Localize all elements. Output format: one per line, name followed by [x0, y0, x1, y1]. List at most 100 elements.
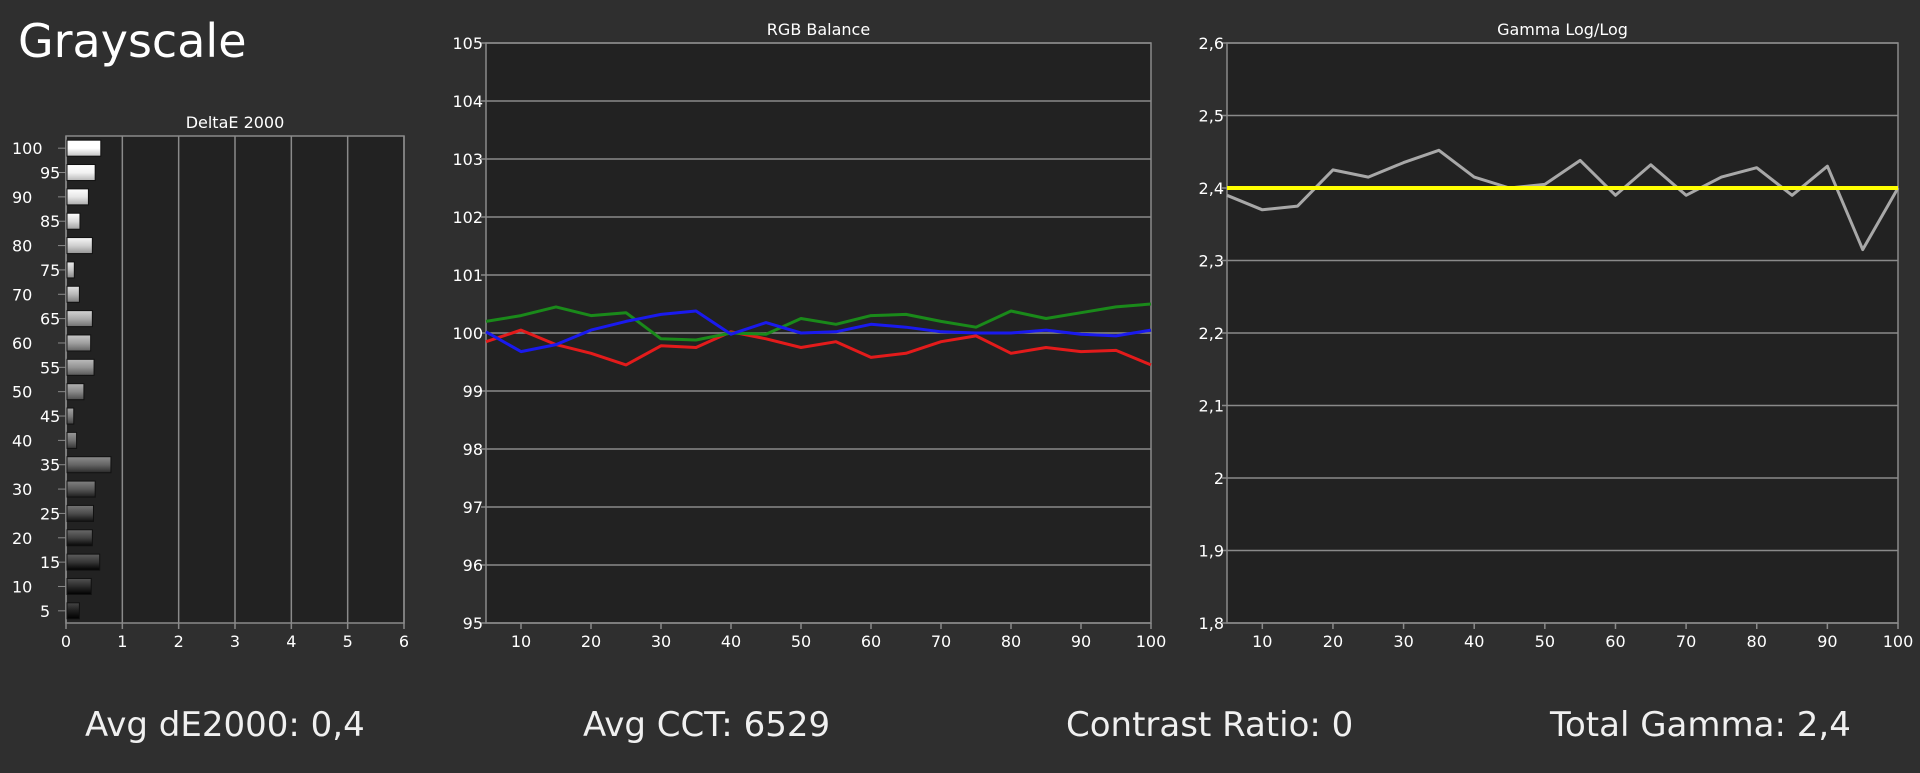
- deltae-x-tick-label: 4: [286, 632, 296, 651]
- gamma-chart-title: Gamma Log/Log: [1497, 20, 1628, 39]
- deltae-y-tick-label: 85: [40, 212, 60, 231]
- deltae-y-tick-label: 40: [12, 431, 32, 450]
- deltae-y-tick-label: 15: [40, 553, 60, 572]
- gamma-x-tick-label: 100: [1883, 632, 1914, 651]
- rgb-balance-x-tick-label: 90: [1071, 632, 1091, 651]
- deltae-bar: [66, 139, 102, 157]
- total-gamma-label: Total Gamma:: [1550, 705, 1786, 745]
- deltae-bar: [66, 553, 101, 571]
- deltae-x-tick-label: 5: [343, 632, 353, 651]
- avg-de2000-label: Avg dE2000:: [85, 705, 300, 745]
- deltae-y-tick-label: 20: [12, 529, 32, 548]
- rgb-balance-y-tick-label: 104: [452, 92, 483, 111]
- deltae-bar: [66, 261, 75, 279]
- deltae-y-tick-label: 70: [12, 285, 32, 304]
- rgb-balance-y-tick-label: 99: [463, 382, 483, 401]
- deltae-y-tick-label: 55: [40, 358, 60, 377]
- deltae-y-tick-label: 80: [12, 237, 32, 256]
- deltae-y-tick-label: 35: [40, 456, 60, 475]
- deltae-bar: [66, 602, 80, 620]
- rgb-balance-x-tick-label: 50: [791, 632, 811, 651]
- avg-de2000-stat: Avg dE2000: 0,4: [85, 705, 365, 745]
- rgb-balance-y-tick-label: 98: [463, 440, 483, 459]
- total-gamma-value: 2,4: [1796, 705, 1851, 745]
- rgb-balance-x-tick-label: 70: [931, 632, 951, 651]
- deltae-y-tick-label: 95: [40, 164, 60, 183]
- rgb-balance-y-tick-label: 95: [463, 614, 483, 633]
- deltae-bar: [66, 164, 96, 182]
- deltae-y-tick-label: 25: [40, 504, 60, 523]
- gamma-x-tick-label: 30: [1393, 632, 1413, 651]
- deltae-y-tick-label: 30: [12, 480, 32, 499]
- rgb-balance-x-tick-label: 40: [721, 632, 741, 651]
- deltae-y-tick-label: 75: [40, 261, 60, 280]
- rgb-balance-x-tick-label: 60: [861, 632, 881, 651]
- rgb-balance-series-blue-line: [485, 309, 1152, 354]
- contrast-ratio-label: Contrast Ratio:: [1066, 705, 1321, 745]
- rgb-balance-x-tick-label: 80: [1001, 632, 1021, 651]
- gamma-y-tick-label: 2,5: [1199, 107, 1224, 126]
- gamma-y-tick-label: 2,1: [1199, 397, 1224, 416]
- deltae-x-tick-label: 3: [230, 632, 240, 651]
- rgb-balance-x-tick-label: 20: [581, 632, 601, 651]
- deltae-y-tick-label: 100: [12, 139, 43, 158]
- rgb-balance-y-tick-label: 105: [452, 34, 483, 53]
- deltae-bar: [66, 383, 85, 401]
- deltae-bar: [66, 358, 95, 376]
- gamma-series-gray-line: [1226, 148, 1900, 252]
- rgb-balance-y-tick-label: 100: [452, 324, 483, 343]
- rgb-balance-y-tick-label: 102: [452, 208, 483, 227]
- gamma-x-tick-label: 60: [1605, 632, 1625, 651]
- deltae-y-tick-label: 65: [40, 310, 60, 329]
- deltae-bar: [66, 529, 93, 547]
- contrast-ratio-value: 0: [1331, 705, 1354, 745]
- contrast-ratio-stat: Contrast Ratio: 0: [1066, 705, 1353, 745]
- gamma-y-tick-label: 2,4: [1199, 179, 1224, 198]
- deltae-x-tick-label: 6: [399, 632, 409, 651]
- deltae-bar: [66, 285, 80, 303]
- deltae-y-tick-label: 90: [12, 188, 32, 207]
- rgb-balance-series-red-line: [485, 328, 1152, 367]
- rgb-balance-chart-title: RGB Balance: [767, 20, 870, 39]
- deltae-bar: [66, 431, 78, 449]
- rgb-balance-y-tick-label: 103: [452, 150, 483, 169]
- rgb-balance-series-green-line: [485, 302, 1152, 342]
- gamma-y-tick-label: 1,9: [1199, 542, 1224, 561]
- deltae-bar: [66, 407, 75, 425]
- deltae-bar: [66, 456, 112, 474]
- deltae-y-tick-label: 60: [12, 334, 32, 353]
- deltae-bar: [66, 334, 92, 352]
- rgb-balance-y-tick-label: 101: [452, 266, 483, 285]
- deltae-x-tick-label: 1: [117, 632, 127, 651]
- gamma-plot-border: [1226, 42, 1899, 624]
- deltae-x-tick-label: 0: [61, 632, 71, 651]
- deltae-y-tick-label: 50: [12, 383, 32, 402]
- rgb-balance-x-tick-label: 30: [651, 632, 671, 651]
- gamma-x-tick-label: 40: [1464, 632, 1484, 651]
- gamma-x-tick-label: 80: [1747, 632, 1767, 651]
- deltae-chart-title: DeltaE 2000: [186, 113, 285, 132]
- rgb-balance-x-tick-label: 100: [1136, 632, 1167, 651]
- deltae-bar: [66, 577, 92, 595]
- rgb-balance-y-tick-label: 96: [463, 556, 483, 575]
- deltae-bar: [66, 480, 96, 498]
- deltae-bar: [66, 212, 81, 230]
- deltae-bar: [66, 504, 94, 522]
- deltae-plot-border: [65, 135, 405, 624]
- avg-cct-value: 6529: [743, 705, 831, 745]
- gamma-x-tick-label: 90: [1817, 632, 1837, 651]
- gamma-y-tick-label: 1,8: [1199, 614, 1224, 633]
- gamma-x-tick-label: 70: [1676, 632, 1696, 651]
- gamma-x-tick-label: 10: [1252, 632, 1272, 651]
- deltae-y-tick-label: 5: [40, 602, 50, 621]
- rgb-balance-x-tick-label: 10: [511, 632, 531, 651]
- page-title: Grayscale: [18, 14, 247, 68]
- deltae-bar: [66, 237, 93, 255]
- gamma-x-tick-label: 50: [1535, 632, 1555, 651]
- avg-de2000-value: 0,4: [310, 705, 365, 745]
- rgb-balance-y-tick-label: 97: [463, 498, 483, 517]
- deltae-bar: [66, 188, 89, 206]
- deltae-y-tick-label: 10: [12, 577, 32, 596]
- total-gamma-stat: Total Gamma: 2,4: [1550, 705, 1851, 745]
